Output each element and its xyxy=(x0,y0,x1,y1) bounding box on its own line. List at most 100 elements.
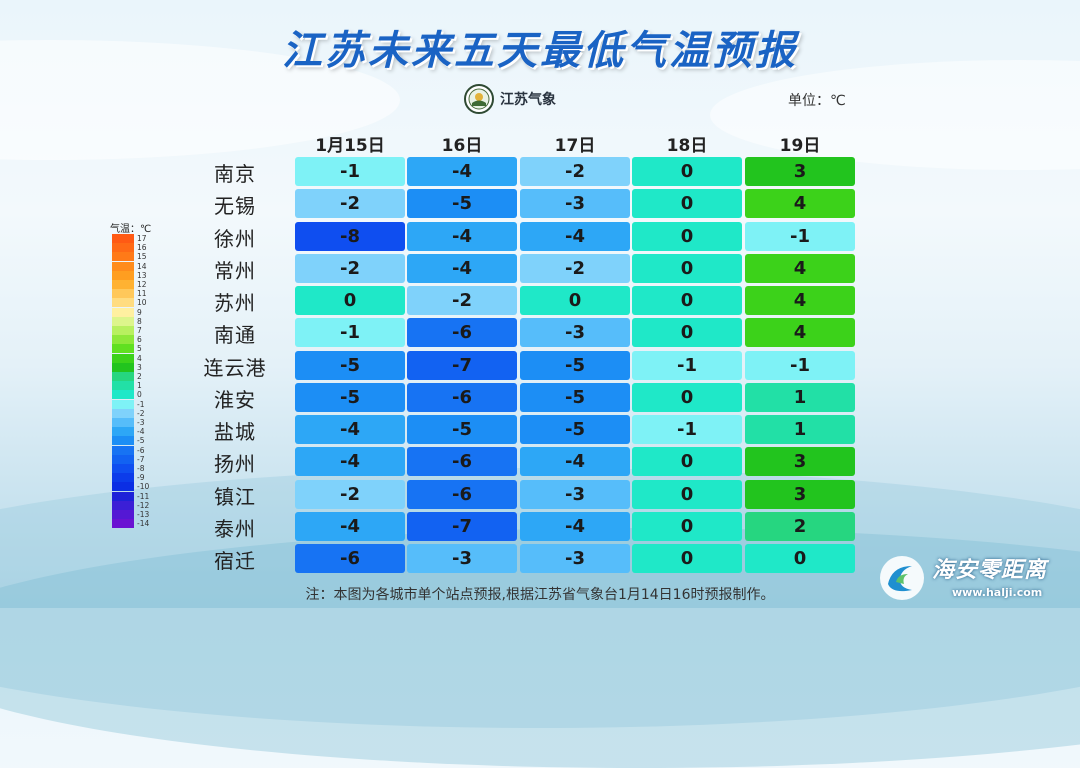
legend-swatch xyxy=(112,464,134,473)
legend-swatch xyxy=(112,326,134,335)
legend-label: 14 xyxy=(137,261,147,271)
temperature-cell: 0 xyxy=(520,286,630,315)
legend-label: -7 xyxy=(137,454,145,464)
temperature-cell: 0 xyxy=(632,286,742,315)
footnote: 注：本图为各城市单个站点预报,根据江苏省气象台1月14日16时预报制作。 xyxy=(305,587,775,603)
legend-label: 13 xyxy=(137,270,147,280)
legend-label: 0 xyxy=(137,390,142,400)
temperature-cell: 0 xyxy=(632,511,742,541)
legend-swatch xyxy=(112,307,134,317)
legend-label: -13 xyxy=(137,510,150,519)
city-label: 连云港 xyxy=(203,355,267,380)
legend-label: 11 xyxy=(137,289,147,299)
legend-swatch xyxy=(112,399,134,409)
temperature-cell: 0 xyxy=(632,479,742,509)
temperature-cell: -5 xyxy=(295,350,405,380)
city-label: 无锡 xyxy=(214,194,256,219)
legend-swatch xyxy=(112,390,134,400)
temperature-cell: 3 xyxy=(745,447,855,477)
legend-swatch xyxy=(112,289,134,299)
logo: 江苏气象 xyxy=(464,84,556,114)
legend-label: 12 xyxy=(137,280,147,289)
temperature-cell: 4 xyxy=(745,189,855,219)
legend-swatch xyxy=(112,427,134,437)
legend-swatch xyxy=(112,372,134,381)
column-header: 19日 xyxy=(779,136,821,156)
temperature-cell: 0 xyxy=(745,544,855,573)
column-header: 17日 xyxy=(554,136,596,156)
temperature-cell: -5 xyxy=(520,415,630,444)
legend-swatch xyxy=(112,500,134,510)
unit-label: 单位：℃ xyxy=(788,93,846,109)
legend-swatch xyxy=(112,252,134,262)
legend-label: 5 xyxy=(137,344,142,354)
legend-swatch xyxy=(112,381,134,391)
legend-label: 3 xyxy=(137,362,142,372)
temperature-cell: -1 xyxy=(295,157,405,186)
temperature-cell: -2 xyxy=(295,253,405,283)
column-header: 16日 xyxy=(441,136,483,156)
temperature-cell: 4 xyxy=(745,253,855,283)
city-label: 泰州 xyxy=(214,516,256,541)
temperature-cell: 0 xyxy=(632,447,742,477)
temperature-cell: -5 xyxy=(407,189,517,219)
legend-swatch xyxy=(112,280,134,289)
legend-label: -4 xyxy=(137,427,145,437)
temperature-cell: -3 xyxy=(520,318,630,348)
watermark-url: www.halji.com xyxy=(952,586,1043,599)
legend-swatch xyxy=(112,344,134,354)
legend-label: -10 xyxy=(137,482,150,492)
temperature-cell: -1 xyxy=(632,350,742,380)
temperature-cell: -2 xyxy=(295,479,405,509)
temperature-cell: -1 xyxy=(295,318,405,348)
temperature-cell: 0 xyxy=(295,286,405,315)
city-label: 徐州 xyxy=(214,226,256,251)
legend-swatch xyxy=(112,445,134,455)
temperature-cell: -6 xyxy=(407,447,517,477)
legend-swatch xyxy=(112,335,134,345)
page-title: 江苏未来五天最低气温预报 xyxy=(282,28,798,74)
temperature-cell: 0 xyxy=(632,221,742,251)
temperature-cell: 1 xyxy=(745,382,855,412)
meteorology-logo-icon xyxy=(464,84,494,114)
legend-label: -12 xyxy=(137,500,150,510)
temperature-cell: -1 xyxy=(632,415,742,444)
temperature-cell: 0 xyxy=(632,318,742,348)
temperature-cell: -6 xyxy=(407,382,517,412)
city-label: 盐城 xyxy=(214,420,256,444)
city-label: 南通 xyxy=(214,323,256,348)
temperature-cell: -2 xyxy=(520,157,630,186)
city-label: 常州 xyxy=(214,258,256,283)
temperature-cell: 2 xyxy=(745,511,855,541)
temperature-cell: -5 xyxy=(520,382,630,412)
legend-swatch xyxy=(112,418,134,427)
temperature-cell: -4 xyxy=(407,157,517,186)
legend-swatch xyxy=(112,243,134,253)
legend-swatch xyxy=(112,473,134,483)
temperature-cell: -5 xyxy=(295,382,405,412)
legend-label: 2 xyxy=(137,372,142,381)
legend-swatch xyxy=(112,316,134,326)
temperature-cell: -4 xyxy=(407,221,517,251)
legend-swatch xyxy=(112,436,134,446)
watermark: 海安零距离 www.halji.com xyxy=(878,552,1078,606)
temperature-cell: -4 xyxy=(295,511,405,541)
temperature-cell: -8 xyxy=(295,221,405,251)
legend-swatch xyxy=(112,454,134,464)
temperature-cell: -4 xyxy=(520,221,630,251)
temperature-cell: 0 xyxy=(632,382,742,412)
temperature-cell: -2 xyxy=(295,189,405,219)
legend-swatch xyxy=(112,408,134,418)
temperature-cell: 3 xyxy=(745,479,855,509)
legend-label: -6 xyxy=(137,445,145,455)
legend-label: 6 xyxy=(137,335,142,345)
legend-swatch xyxy=(112,270,134,280)
temperature-cell: -4 xyxy=(295,415,405,444)
temperature-cell: 0 xyxy=(632,189,742,219)
temperature-cell: -5 xyxy=(407,415,517,444)
temperature-cell: -2 xyxy=(407,286,517,315)
legend-label: -14 xyxy=(137,519,150,529)
city-label: 南京 xyxy=(214,162,256,186)
legend-label: 1 xyxy=(137,381,142,391)
city-label: 扬州 xyxy=(214,452,256,477)
